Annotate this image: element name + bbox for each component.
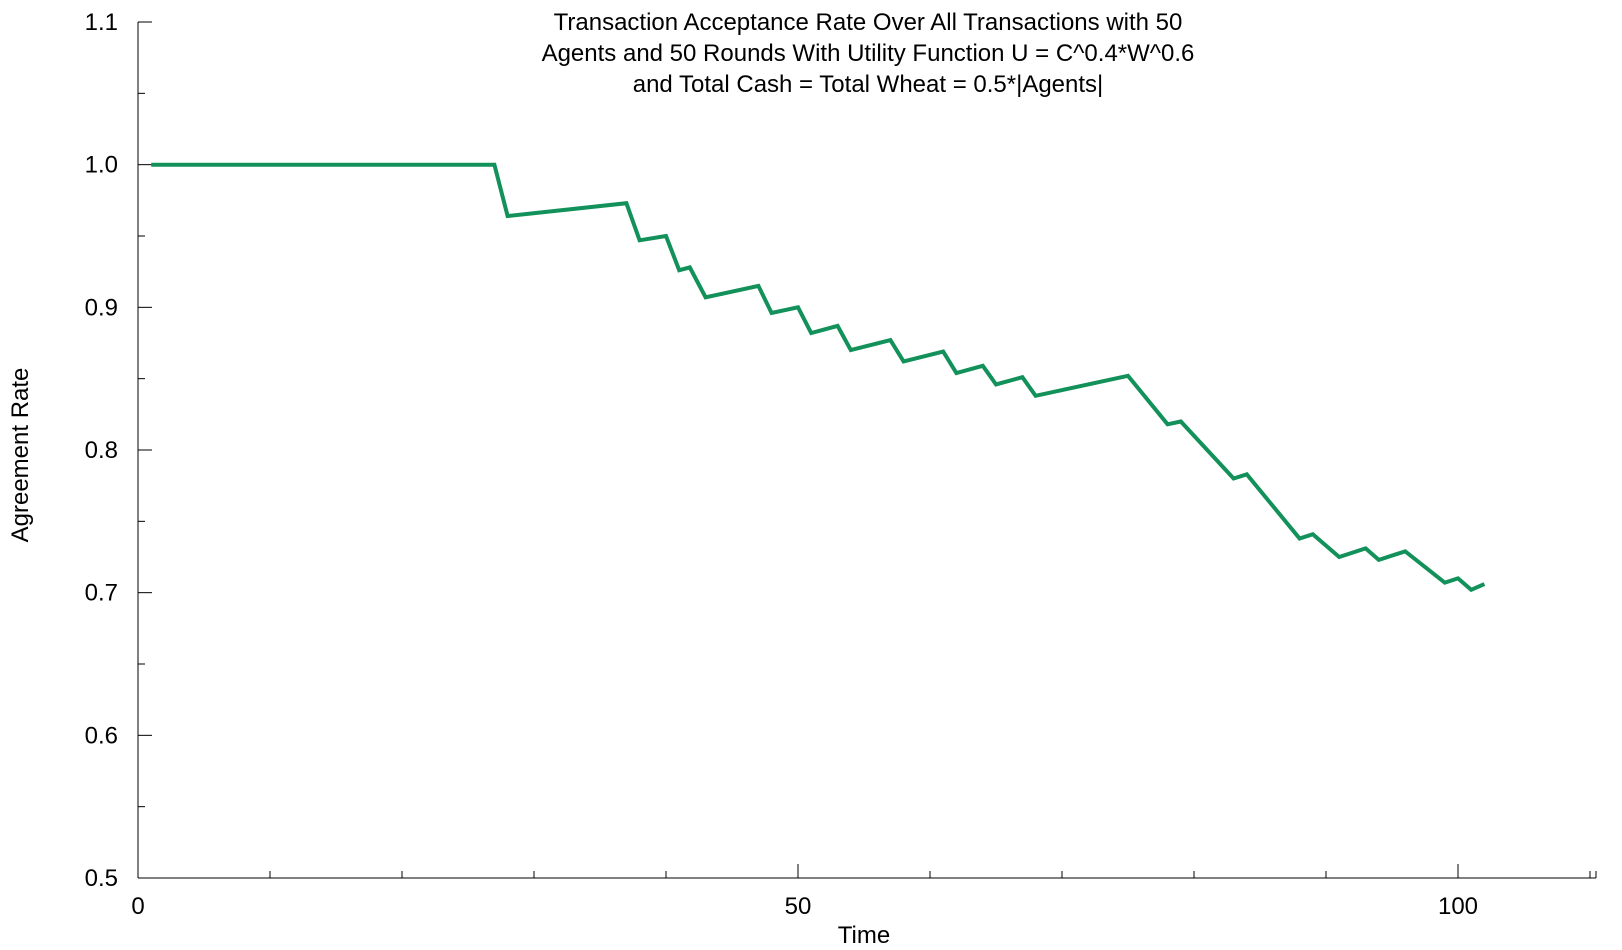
x-axis-label: Time bbox=[838, 922, 890, 949]
chart-title: Transaction Acceptance Rate Over All Tra… bbox=[542, 9, 1195, 98]
plot-area bbox=[151, 162, 1486, 593]
chart-title-line-3: and Total Cash = Total Wheat = 0.5*|Agen… bbox=[633, 71, 1104, 98]
x-tick-label: 50 bbox=[785, 893, 812, 920]
y-tick-label: 0.5 bbox=[85, 865, 118, 892]
y-axis-ticks: 0.5 0.6 0.7 0.8 0.9 1.0 1.1 bbox=[85, 9, 152, 892]
y-axis-label: Agreement Rate bbox=[7, 368, 34, 543]
x-tick-label: 100 bbox=[1438, 893, 1478, 920]
chart-title-line-2: Agents and 50 Rounds With Utility Functi… bbox=[542, 40, 1195, 67]
series-line-0 bbox=[151, 162, 1486, 593]
y-tick-label: 1.1 bbox=[85, 9, 118, 36]
x-tick-label: 0 bbox=[131, 893, 144, 920]
x-axis-ticks: 0 50 100 bbox=[131, 864, 1597, 920]
chart-title-line-1: Transaction Acceptance Rate Over All Tra… bbox=[554, 9, 1183, 36]
y-tick-label: 0.9 bbox=[85, 294, 118, 321]
y-tick-label: 0.6 bbox=[85, 722, 118, 749]
y-tick-label: 1.0 bbox=[85, 152, 118, 179]
y-tick-label: 0.8 bbox=[85, 437, 118, 464]
y-tick-label: 0.7 bbox=[85, 580, 118, 607]
